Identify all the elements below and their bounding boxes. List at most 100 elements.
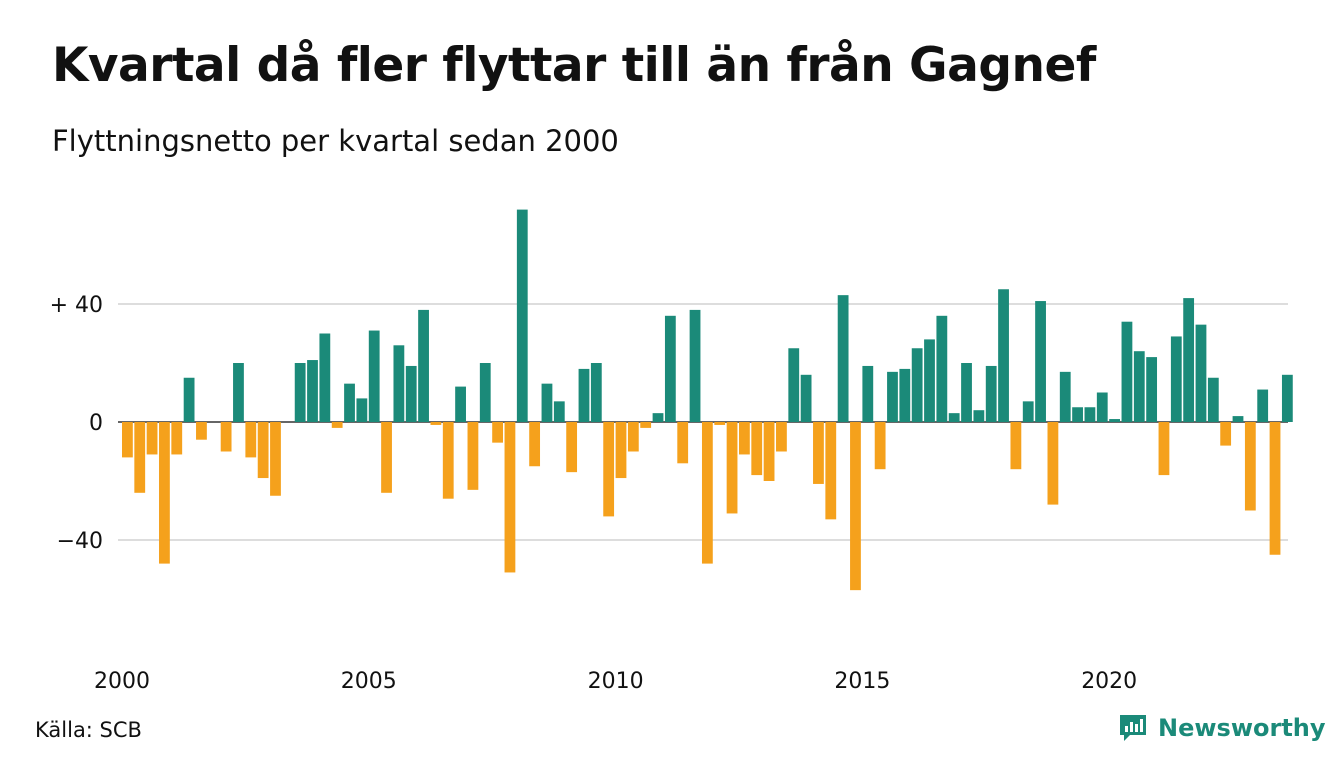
bar-2000-Q4 <box>159 422 170 564</box>
bar-2023-Q3 <box>1281 374 1293 422</box>
bar-2004-Q2 <box>331 422 343 428</box>
bar-2015-Q3 <box>887 371 898 422</box>
bar-2002-Q4 <box>257 422 269 479</box>
bar-2018-Q4 <box>1047 422 1059 505</box>
bar-2002-Q1 <box>220 422 232 452</box>
bar-2015-Q4 <box>899 368 911 422</box>
bar-2000-Q1 <box>122 422 133 458</box>
brand-logo: Newsworthy <box>1118 713 1326 743</box>
bar-2011-Q4 <box>701 422 713 564</box>
bar-2016-Q1 <box>911 348 923 422</box>
bar-2009-Q4 <box>603 422 615 517</box>
bar-2007-Q1 <box>467 422 479 490</box>
source-note: Källa: SCB <box>35 718 142 742</box>
bar-2013-Q2 <box>776 422 787 452</box>
bar-2006-Q2 <box>430 422 442 425</box>
bar-2013-Q1 <box>763 422 775 481</box>
bar-2020-Q3 <box>1133 351 1145 422</box>
bar-chart: + 40 0 −40 2000 2005 2010 2015 2020 <box>50 209 1293 694</box>
bar-2018-Q2 <box>1022 401 1034 422</box>
bar-2020-Q4 <box>1146 357 1158 422</box>
y-axis-labels: + 40 0 −40 <box>50 293 103 554</box>
bar-2004-Q1 <box>319 333 331 422</box>
bar-2019-Q4 <box>1096 392 1108 422</box>
y-tick-label: 0 <box>89 411 103 436</box>
bar-2006-Q4 <box>455 386 466 422</box>
bar-2008-Q4 <box>553 401 565 422</box>
bar-2010-Q4 <box>652 413 664 422</box>
bar-2022-Q2 <box>1220 422 1232 446</box>
bar-2003-Q4 <box>307 360 318 422</box>
bar-2000-Q2 <box>134 422 146 493</box>
bar-2003-Q3 <box>294 363 306 422</box>
bar-series <box>122 209 1293 591</box>
bar-2008-Q1 <box>516 209 528 422</box>
bar-2007-Q3 <box>492 422 503 443</box>
bar-2021-Q4 <box>1195 324 1207 422</box>
bar-2022-Q1 <box>1207 377 1219 422</box>
bar-2001-Q2 <box>183 377 195 422</box>
bar-2022-Q4 <box>1244 422 1256 511</box>
bar-2019-Q2 <box>1072 407 1083 422</box>
bar-2004-Q3 <box>344 383 355 422</box>
x-tick-label: 2000 <box>94 669 150 694</box>
bar-2004-Q4 <box>356 398 368 422</box>
bar-2010-Q3 <box>640 422 652 428</box>
bar-2016-Q3 <box>936 315 948 422</box>
bar-2013-Q3 <box>788 348 800 422</box>
bar-2001-Q3 <box>196 422 207 440</box>
bar-2017-Q2 <box>973 410 985 422</box>
bar-2019-Q1 <box>1059 371 1071 422</box>
bar-2015-Q1 <box>862 365 874 422</box>
bar-2017-Q1 <box>961 363 972 422</box>
bar-2021-Q3 <box>1183 298 1195 422</box>
bar-2011-Q2 <box>677 422 689 464</box>
bar-2019-Q3 <box>1084 407 1096 422</box>
bar-2010-Q1 <box>615 422 627 479</box>
bar-2010-Q2 <box>627 422 639 452</box>
bar-2000-Q3 <box>146 422 158 455</box>
bar-2006-Q3 <box>442 422 454 499</box>
bar-2008-Q3 <box>541 383 553 422</box>
bar-2016-Q4 <box>948 413 960 422</box>
bar-2014-Q1 <box>813 422 824 484</box>
bar-2016-Q2 <box>924 339 935 422</box>
bar-2012-Q4 <box>751 422 763 476</box>
x-tick-label: 2005 <box>341 669 397 694</box>
y-tick-label: −40 <box>57 529 103 554</box>
bar-2022-Q3 <box>1232 416 1244 422</box>
bar-2001-Q1 <box>171 422 183 455</box>
bar-2007-Q4 <box>504 422 516 573</box>
x-tick-label: 2020 <box>1081 669 1137 694</box>
x-tick-label: 2015 <box>834 669 890 694</box>
bar-2014-Q4 <box>850 422 861 591</box>
chart-title: Kvartal då fler flyttar till än från Gag… <box>52 38 1096 93</box>
brand-name: Newsworthy <box>1158 714 1326 742</box>
bar-2023-Q1 <box>1257 389 1269 422</box>
bar-2002-Q2 <box>233 363 244 422</box>
y-tick-label: + 40 <box>50 293 103 318</box>
bar-2018-Q3 <box>1035 301 1046 422</box>
chart-subtitle: Flyttningsnetto per kvartal sedan 2000 <box>52 124 619 158</box>
bar-2006-Q1 <box>418 309 429 422</box>
bar-2005-Q1 <box>368 330 380 422</box>
bar-2012-Q2 <box>726 422 738 514</box>
bar-2018-Q1 <box>1010 422 1022 470</box>
bar-2023-Q2 <box>1269 422 1281 555</box>
bar-2017-Q4 <box>998 289 1009 422</box>
bar-2008-Q2 <box>529 422 541 467</box>
bar-2009-Q1 <box>566 422 578 473</box>
bar-2014-Q3 <box>837 295 849 422</box>
bar-2014-Q2 <box>825 422 837 520</box>
bar-2021-Q1 <box>1158 422 1170 476</box>
bar-2012-Q1 <box>714 422 726 425</box>
bar-2011-Q3 <box>689 309 701 422</box>
bar-2015-Q2 <box>874 422 886 470</box>
bar-2012-Q3 <box>739 422 750 455</box>
newsworthy-logo-icon <box>1120 715 1146 741</box>
bar-2011-Q1 <box>664 315 676 422</box>
bar-2017-Q3 <box>985 365 997 422</box>
bar-2021-Q2 <box>1170 336 1182 422</box>
x-axis-labels: 2000 2005 2010 2015 2020 <box>94 669 1137 694</box>
bar-2002-Q3 <box>245 422 257 458</box>
